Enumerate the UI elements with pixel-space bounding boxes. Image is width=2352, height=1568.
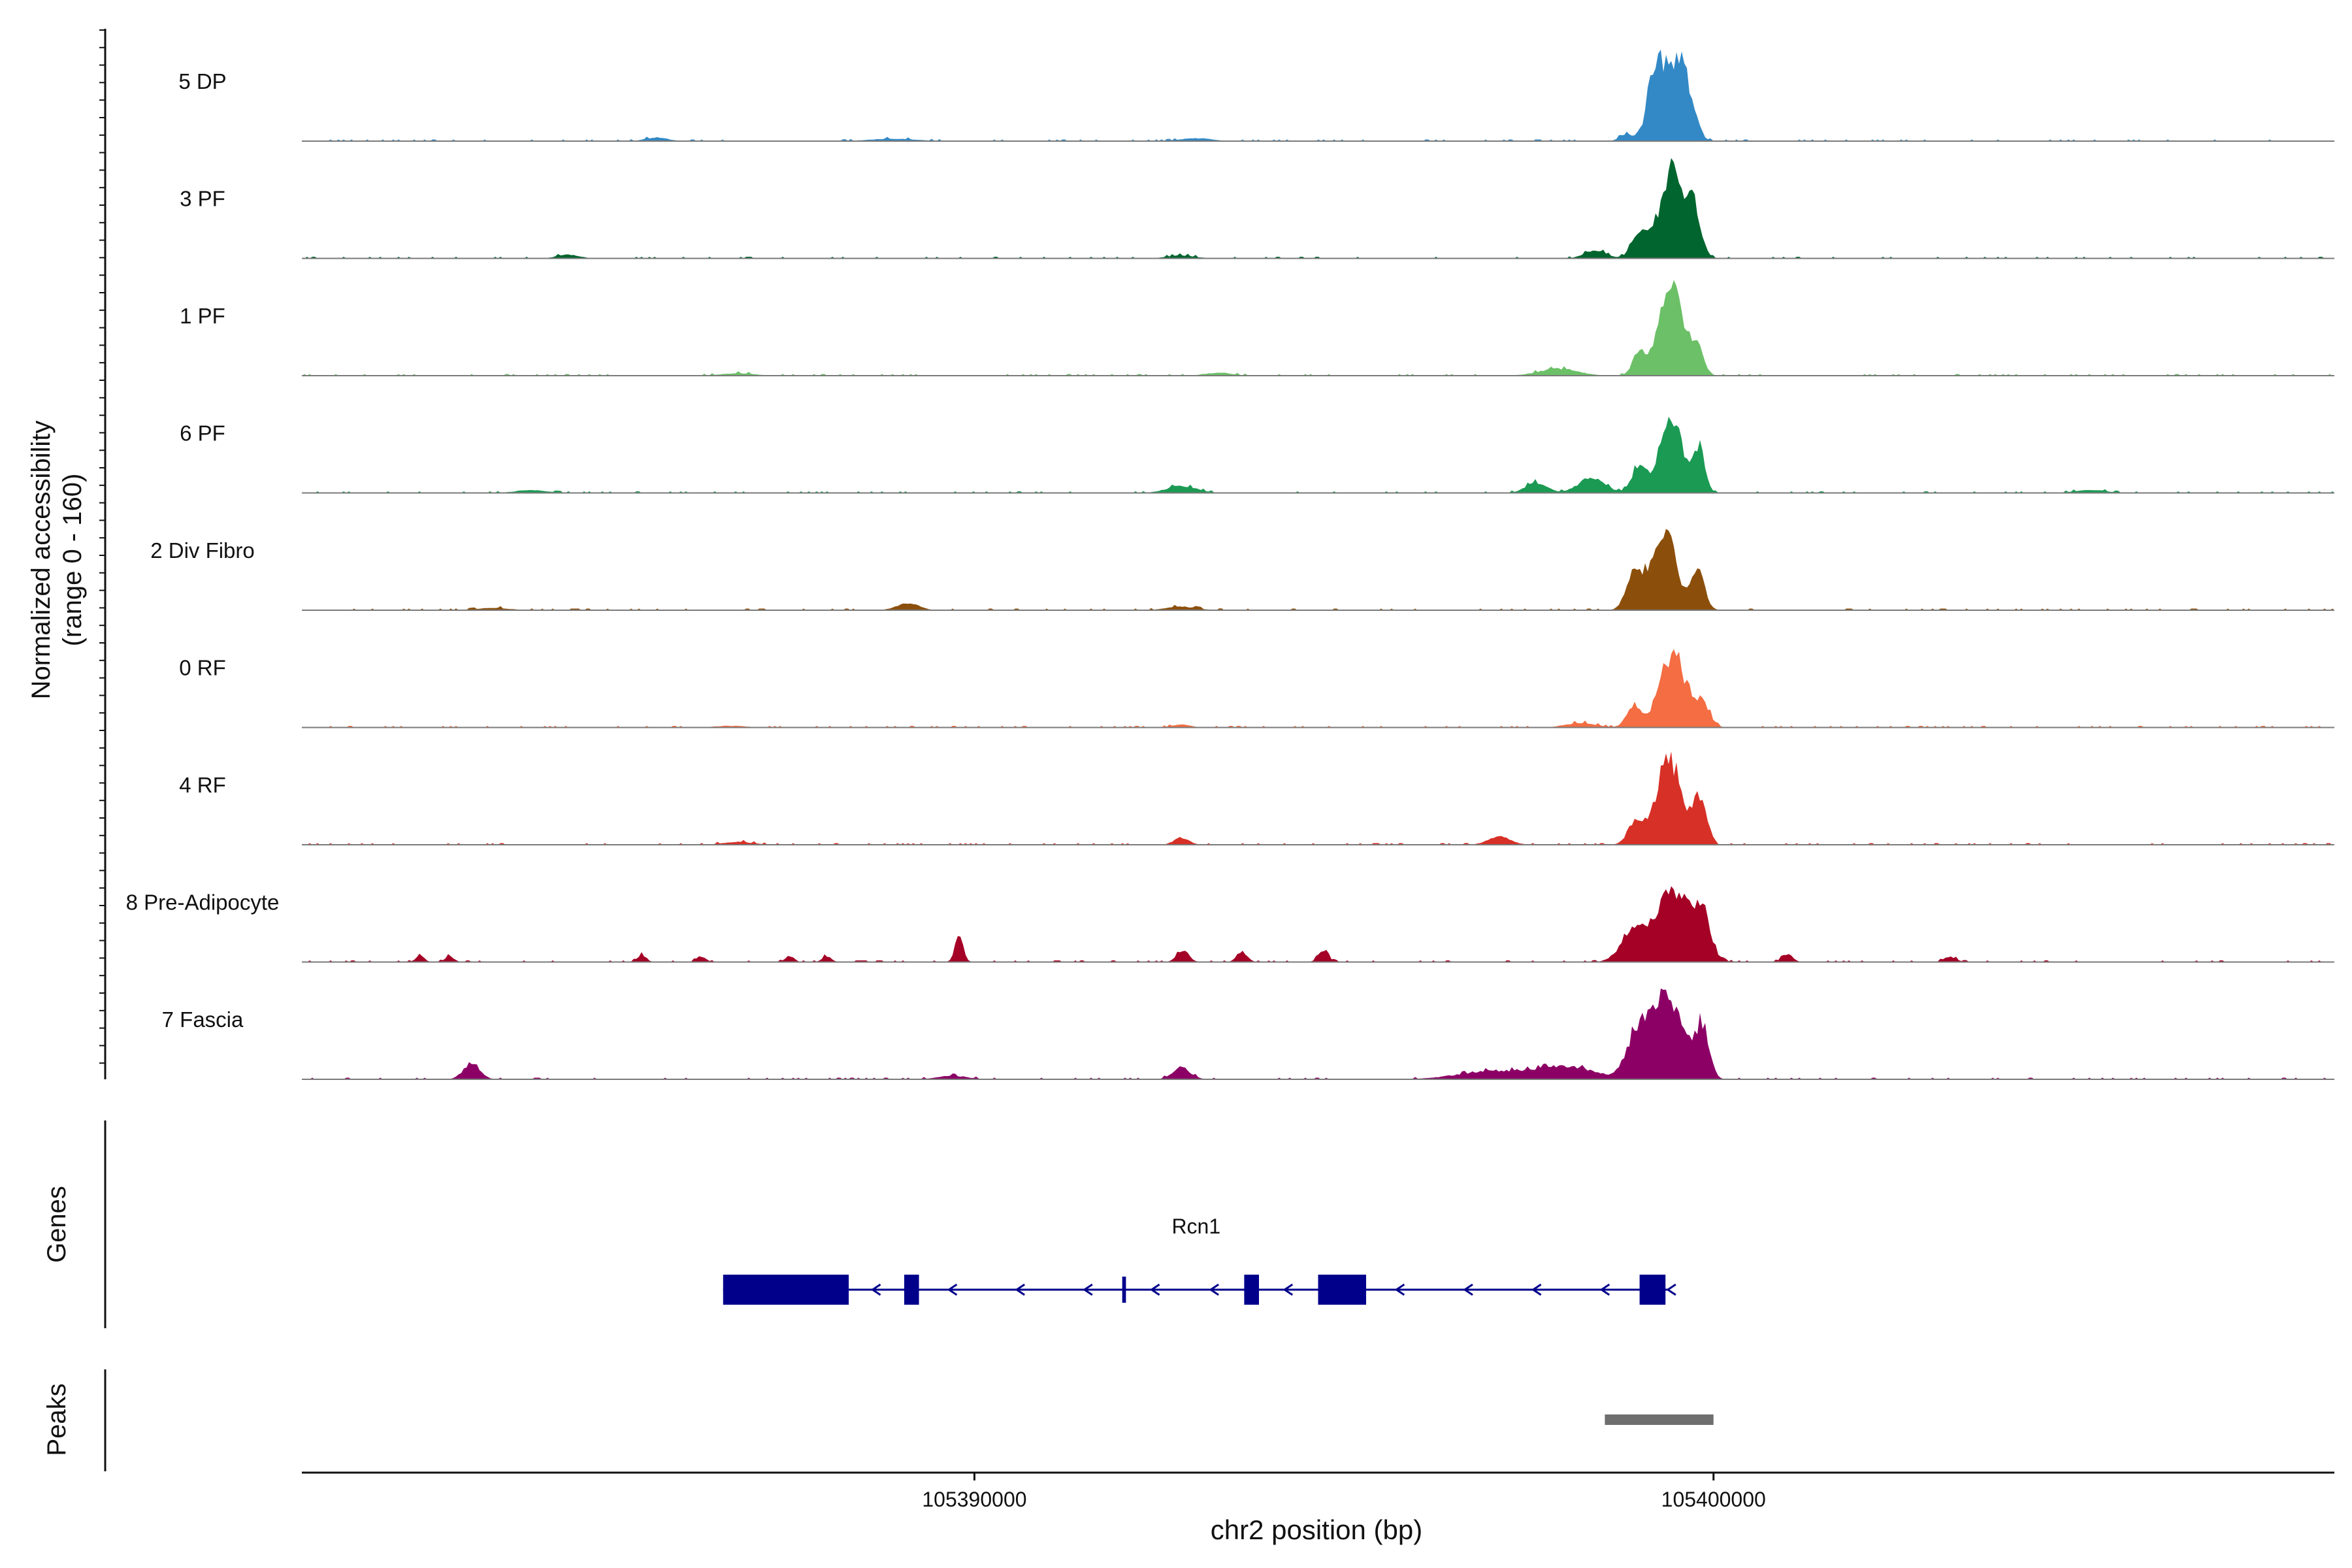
track-4-rf: 4 RF [179, 751, 2334, 845]
coverage-area-8-pre-adipocyte [302, 886, 2334, 962]
strand-arrow [1209, 1283, 1219, 1296]
coverage-area-0-rf [302, 649, 2334, 728]
strand-arrow [1531, 1283, 1542, 1296]
track-label-0-rf: 0 RF [179, 656, 226, 680]
track-6-pf: 6 PF [180, 416, 2334, 494]
accessibility-y-axis [99, 29, 106, 1079]
track-label-2-div-fibro: 2 Div Fibro [150, 538, 255, 563]
gene-name-label: Rcn1 [1171, 1215, 1220, 1238]
track-label-5-dp: 5 DP [178, 69, 226, 93]
strand-arrow [1282, 1283, 1294, 1296]
strand-arrow [870, 1283, 881, 1296]
track-7-fascia: 7 Fascia [162, 988, 2334, 1080]
coverage-area-7-fascia [302, 988, 2334, 1079]
peak-track [104, 1369, 1714, 1471]
coverage-area-4-rf [302, 751, 2334, 845]
x-tick-label: 105390000 [922, 1488, 1026, 1511]
x-axis-title: chr2 position (bp) [1211, 1514, 1423, 1545]
track-label-3-pf: 3 PF [180, 187, 225, 211]
gene-exon [723, 1275, 849, 1305]
strand-arrow [1666, 1283, 1676, 1296]
track-2-div-fibro: 2 Div Fibro [150, 529, 2334, 611]
strand-arrow [1463, 1283, 1473, 1296]
gene-exon [1639, 1275, 1666, 1305]
strand-arrow [1083, 1283, 1093, 1296]
x-tick-label: 105400000 [1661, 1488, 1766, 1511]
strand-arrow [1394, 1283, 1405, 1296]
coverage-area-3-pf [302, 157, 2334, 259]
coverage-area-6-pf [302, 416, 2334, 493]
peak-region [1605, 1414, 1714, 1425]
track-1-pf: 1 PF [180, 280, 2334, 376]
track-3-pf: 3 PF [180, 157, 2334, 259]
strand-arrow [1149, 1283, 1160, 1296]
track-5-dp: 5 DP [178, 49, 2334, 142]
strand-arrow [947, 1283, 958, 1296]
track-label-8-pre-adipocyte: 8 Pre-Adipocyte [126, 890, 280, 915]
gene-exon [1244, 1275, 1259, 1305]
coverage-tracks: 5 DP 3 PF 1 PF 6 PF 2 Div Fibro 0 RF 4 RF 8 Pre… [126, 49, 2334, 1080]
y-axis-range-label: (range 0 - 160) [58, 474, 87, 647]
gene-track-label: Genes [42, 1186, 71, 1263]
strand-arrow [1599, 1283, 1610, 1296]
strand-arrow [1015, 1283, 1025, 1296]
track-0-rf: 0 RF [179, 649, 2334, 728]
track-label-7-fascia: 7 Fascia [162, 1007, 244, 1032]
coverage-area-2-div-fibro [302, 529, 2334, 610]
gene-track [104, 1120, 1676, 1328]
track-label-6-pf: 6 PF [180, 421, 225, 446]
track-label-1-pf: 1 PF [180, 304, 225, 328]
gene-exon [1122, 1277, 1126, 1303]
x-axis: 105390000 105400000 [302, 1471, 2334, 1511]
track-label-4-rf: 4 RF [179, 773, 226, 797]
gene-exon [1318, 1275, 1366, 1305]
peak-track-label: Peaks [42, 1383, 71, 1456]
track-8-pre-adipocyte: 8 Pre-Adipocyte [126, 886, 2334, 963]
coverage-area-5-dp [302, 49, 2334, 142]
coverage-area-1-pf [302, 280, 2334, 376]
gene-exon [904, 1275, 919, 1305]
y-axis-title: Normalized accessibility [27, 421, 56, 700]
